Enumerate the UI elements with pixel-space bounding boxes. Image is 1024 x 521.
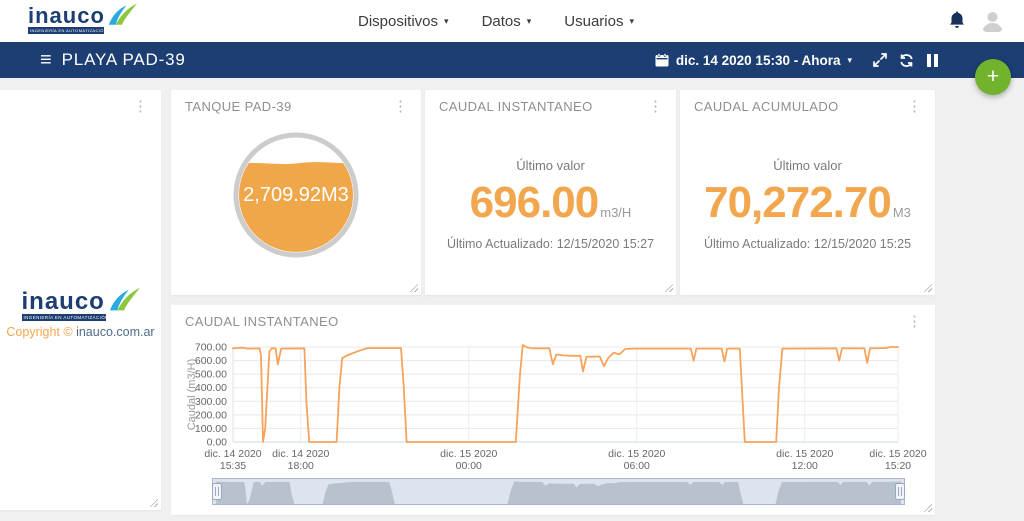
svg-text:300.00: 300.00: [195, 396, 227, 408]
chart-range-navigator[interactable]: [212, 478, 905, 505]
accumulated-flow-unit: M3: [892, 205, 911, 220]
pane-title: CAUDAL INSTANTANEO: [439, 99, 593, 114]
inauco-watermark-logo: inauco INGENIERÍA EN AUTOMATIZACIÓN Y CO…: [21, 287, 140, 321]
svg-text:600.00: 600.00: [195, 355, 227, 367]
date-range-text: dic. 14 2020 15:30 - Ahora: [675, 52, 841, 68]
pane-caudal-instantaneo: CAUDAL INSTANTANEO ⋮ Último valor 696.00…: [425, 90, 676, 295]
caret-down-icon: ▾: [847, 54, 852, 65]
kebab-menu-icon[interactable]: ⋮: [907, 98, 922, 115]
date-range-picker[interactable]: dic. 14 2020 15:30 - Ahora ▾: [655, 53, 852, 68]
refresh-icon[interactable]: [898, 52, 914, 68]
copyright-text: Copyright ©: [6, 325, 77, 339]
top-header: inauco INGENIERÍA EN AUTOMATIZACIÓN Y CO…: [0, 0, 1024, 42]
navigator-handle-right[interactable]: [895, 483, 905, 500]
resize-handle[interactable]: [149, 498, 158, 507]
pane-tanque-pad-39: TANQUE PAD-39 ⋮ 2,709.92M3: [171, 90, 421, 295]
nav-item-datos[interactable]: Datos ▾: [482, 13, 532, 30]
last-value-label: Último valor: [773, 158, 842, 173]
svg-text:100.00: 100.00: [195, 423, 227, 435]
resize-handle[interactable]: [923, 503, 932, 512]
resize-handle[interactable]: [923, 283, 932, 292]
logo-swoosh-icon: [108, 3, 137, 25]
add-pane-button[interactable]: +: [975, 59, 1011, 95]
user-avatar[interactable]: [979, 7, 1006, 34]
kebab-menu-icon[interactable]: ⋮: [907, 313, 922, 330]
dashboard-title: PLAYA PAD-39: [61, 50, 186, 69]
pause-icon[interactable]: [924, 52, 940, 68]
svg-text:200.00: 200.00: [195, 409, 227, 421]
svg-text:2,709.92M3: 2,709.92M3: [243, 184, 349, 206]
nav-item-usuarios[interactable]: Usuarios ▾: [564, 13, 634, 30]
caret-down-icon: ▾: [444, 15, 449, 26]
watermark-logo-text: inauco: [21, 288, 105, 315]
notifications-bell-icon[interactable]: [946, 9, 968, 33]
copyright-link[interactable]: inauco.com.ar: [76, 325, 155, 339]
instant-flow-value: 696.00: [469, 178, 600, 227]
svg-text:Caudal (m3/H): Caudal (m3/H): [186, 359, 198, 431]
logo-swoosh-icon: [109, 287, 140, 311]
logo-tagline: INGENIERÍA EN AUTOMATIZACIÓN Y CONTROL: [28, 27, 104, 34]
last-updated-text: Último Actualizado: 12/15/2020 15:25: [703, 237, 912, 251]
watermark-logo-tagline: INGENIERÍA EN AUTOMATIZACIÓN Y CONTROL: [21, 314, 106, 321]
inauco-logo[interactable]: inauco INGENIERÍA EN AUTOMATIZACIÓN Y CO…: [28, 3, 137, 34]
resize-handle[interactable]: [409, 283, 418, 292]
pane-watermark: ⋮ inauco INGENIERÍA EN AUTOMATIZACIÓN Y …: [0, 90, 161, 510]
svg-text:400.00: 400.00: [195, 382, 227, 394]
pane-caudal-chart: CAUDAL INSTANTANEO ⋮ 0.00 100.00 200.00 300…: [171, 305, 935, 515]
main-nav: Dispositivos ▾ Datos ▾ Usuarios ▾: [358, 0, 634, 42]
nav-label: Datos: [481, 12, 521, 30]
pane-caudal-acumulado: CAUDAL ACUMULADO ⋮ Último valor 70,272.7…: [680, 90, 935, 295]
svg-text:700.00: 700.00: [195, 342, 227, 354]
caret-down-icon: ▾: [629, 15, 634, 26]
logo-text: inauco: [28, 3, 105, 28]
last-value-label: Último valor: [516, 158, 585, 173]
kebab-menu-icon[interactable]: ⋮: [648, 98, 663, 115]
watermark-block: inauco INGENIERÍA EN AUTOMATIZACIÓN Y CO…: [0, 287, 161, 339]
hamburger-menu-icon[interactable]: ≡: [40, 49, 52, 71]
resize-handle[interactable]: [664, 283, 673, 292]
nav-item-dispositivos[interactable]: Dispositivos ▾: [358, 13, 449, 30]
svg-text:0.00: 0.00: [207, 437, 228, 449]
pane-title: CAUDAL INSTANTANEO: [185, 314, 339, 329]
kebab-menu-icon[interactable]: ⋮: [133, 98, 148, 115]
pane-title: CAUDAL ACUMULADO: [694, 99, 839, 114]
caret-down-icon: ▾: [526, 15, 532, 26]
accumulated-flow-value: 70,272.70: [704, 178, 892, 227]
calendar-icon: [655, 53, 669, 67]
instant-flow-unit: m3/H: [600, 205, 632, 220]
tank-level-gauge: 2,709.92M3: [231, 130, 361, 260]
svg-text:500.00: 500.00: [195, 369, 227, 381]
nav-label: Usuarios: [564, 12, 624, 30]
last-updated-text: Último Actualizado: 12/15/2020 15:27: [446, 237, 655, 251]
navigator-handle-left[interactable]: [212, 483, 222, 500]
kebab-menu-icon[interactable]: ⋮: [393, 98, 408, 115]
nav-label: Dispositivos: [358, 12, 439, 30]
dashboard-toolbar: ≡ PLAYA PAD-39 dic. 14 2020 15:30 - Ahor…: [0, 42, 1024, 78]
fullscreen-icon[interactable]: [872, 52, 888, 68]
pane-title: TANQUE PAD-39: [185, 99, 292, 114]
